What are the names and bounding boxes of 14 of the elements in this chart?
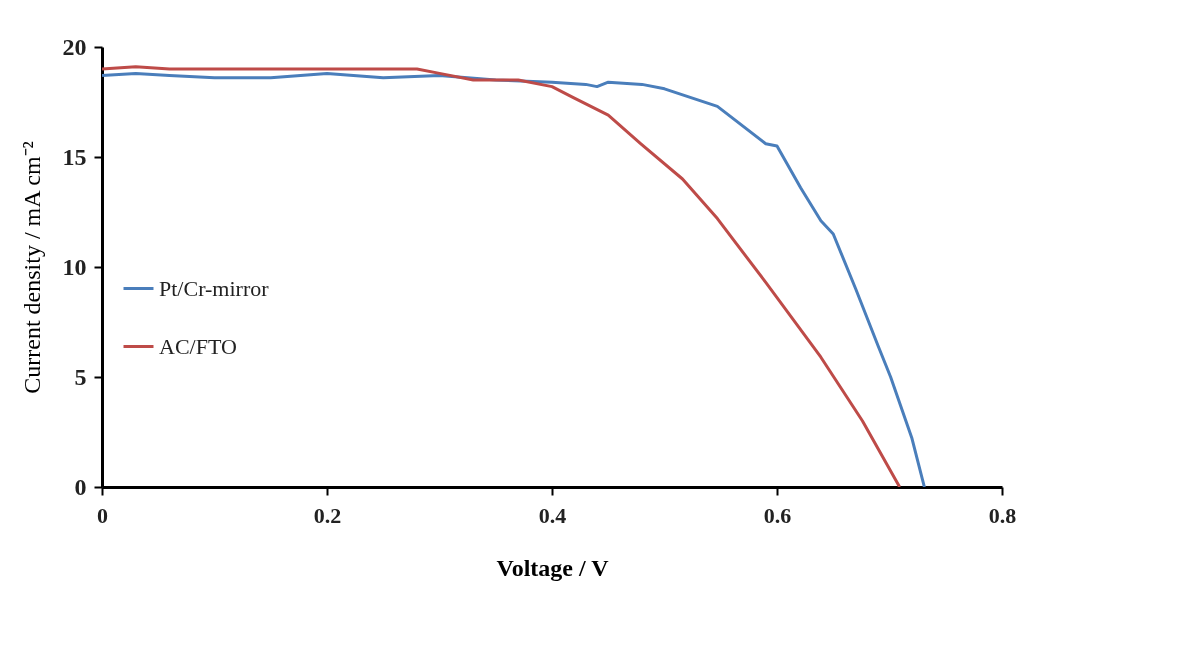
x-tick-label: 0.2	[313, 502, 342, 528]
y-axis-title: Current density / mA cm⁻²	[18, 141, 45, 394]
y-tick-label: 10	[62, 253, 87, 280]
y-tick-label: 15	[62, 143, 87, 170]
y-tick-label: 5	[74, 363, 87, 390]
legend-label: Pt/Cr-mirror	[159, 275, 270, 301]
x-tick-label: 0	[97, 502, 108, 528]
x-tick-label: 0.6	[763, 502, 792, 528]
x-axis-title: Voltage / V	[496, 554, 610, 581]
x-tick-label: 0.8	[988, 502, 1017, 528]
legend-label: AC/FTO	[159, 333, 237, 359]
y-tick-label: 0	[74, 473, 87, 500]
y-tick-label: 20	[62, 33, 87, 60]
x-tick-label: 0.4	[538, 502, 567, 528]
